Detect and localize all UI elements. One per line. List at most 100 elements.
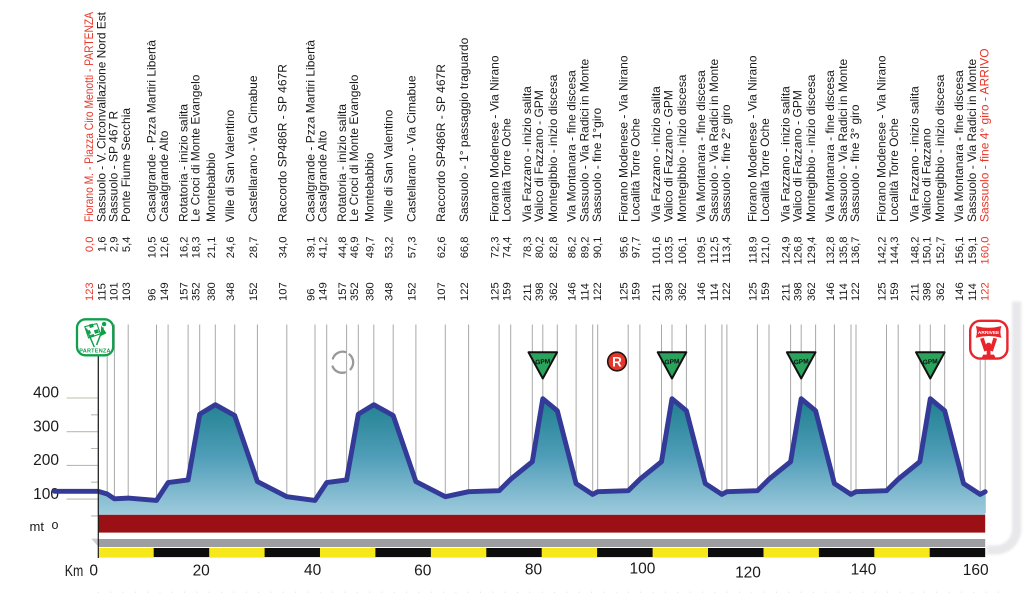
- svg-text:Montegibbio - inizio discesa: Montegibbio - inizio discesa: [804, 74, 818, 222]
- svg-text:Sassuolo - fine 4° giro - ARRI: Sassuolo - fine 4° giro - ARRIVO: [977, 48, 991, 222]
- svg-text:Valico di Fazzano - GPM: Valico di Fazzano - GPM: [791, 90, 805, 222]
- svg-text:398: 398: [922, 282, 934, 301]
- svg-text:103,5: 103,5: [663, 237, 675, 265]
- svg-text:12,6: 12,6: [159, 237, 171, 259]
- svg-text:152: 152: [406, 282, 418, 301]
- svg-text:156,1: 156,1: [954, 237, 966, 265]
- svg-text:362: 362: [677, 282, 689, 301]
- svg-text:5,4: 5,4: [121, 237, 133, 253]
- svg-text:125: 125: [618, 282, 630, 301]
- svg-text:211: 211: [651, 283, 663, 301]
- svg-text:126,8: 126,8: [793, 237, 805, 265]
- svg-text:ARRIVEE: ARRIVEE: [978, 330, 1000, 336]
- svg-text:121,0: 121,0: [760, 237, 772, 265]
- svg-text:62,6: 62,6: [436, 237, 448, 259]
- svg-text:142,2: 142,2: [877, 237, 889, 265]
- svg-text:160: 160: [963, 562, 989, 579]
- svg-text:82,8: 82,8: [548, 237, 560, 259]
- svg-text:Località Torre Oche: Località Torre Oche: [500, 118, 514, 222]
- svg-text:Le Croci di Monte Evangelo: Le Croci di Monte Evangelo: [347, 74, 361, 222]
- svg-text:Fiorano Modenese - Via Nirano: Fiorano Modenese - Via Nirano: [616, 55, 630, 222]
- svg-text:Via Montanara - fine discesa: Via Montanara - fine discesa: [694, 70, 708, 222]
- svg-text:380: 380: [206, 282, 218, 301]
- svg-text:101: 101: [109, 282, 121, 301]
- svg-text:49,7: 49,7: [364, 237, 376, 259]
- svg-text:146: 146: [954, 282, 966, 301]
- svg-text:123: 123: [84, 282, 96, 301]
- svg-text:Sassuolo - Via Radici in Monte: Sassuolo - Via Radici in Monte: [707, 58, 721, 222]
- svg-text:211: 211: [522, 283, 534, 301]
- svg-text:Casalgrande - Pzza Martiri Lib: Casalgrande - Pzza Martiri Libertà: [145, 40, 159, 222]
- svg-text:160,0: 160,0: [979, 237, 991, 265]
- svg-text:Ponte Fiume Secchia: Ponte Fiume Secchia: [119, 108, 133, 222]
- svg-text:129,4: 129,4: [806, 237, 818, 265]
- svg-text:Valico di Fazzano - GPM: Valico di Fazzano - GPM: [661, 90, 675, 222]
- svg-text:152: 152: [248, 282, 260, 301]
- svg-text:211: 211: [909, 283, 921, 301]
- svg-text:96: 96: [305, 289, 317, 301]
- svg-text:46,9: 46,9: [349, 237, 361, 259]
- svg-text:Sassuolo - fine 2° giro: Sassuolo - fine 2° giro: [719, 104, 733, 222]
- svg-text:10,5: 10,5: [147, 237, 159, 259]
- svg-text:90,1: 90,1: [592, 237, 604, 259]
- svg-text:146: 146: [825, 282, 837, 301]
- svg-text:100: 100: [629, 561, 655, 578]
- svg-text:PARTENZA: PARTENZA: [79, 349, 111, 355]
- svg-text:41,2: 41,2: [318, 237, 330, 259]
- svg-text:60: 60: [414, 562, 432, 579]
- svg-text:149: 149: [318, 282, 330, 301]
- svg-text:122: 122: [592, 282, 604, 301]
- svg-text:20: 20: [193, 563, 211, 580]
- svg-text:Sassuolo - V. Circonvallazione: Sassuolo - V. Circonvallazione Nord Est: [94, 11, 108, 222]
- svg-text:89,2: 89,2: [580, 237, 592, 259]
- svg-text:120: 120: [735, 565, 761, 582]
- svg-text:40: 40: [304, 562, 322, 579]
- svg-text:mt: mt: [30, 519, 45, 534]
- svg-text:Km: Km: [65, 563, 84, 580]
- svg-text:Fiorano Modenese - Via Nirano: Fiorano Modenese - Via Nirano: [746, 55, 760, 222]
- svg-text:Località Torre Oche: Località Torre Oche: [887, 118, 901, 222]
- svg-text:Montegibbio - inizio discesa: Montegibbio - inizio discesa: [933, 74, 947, 222]
- svg-text:Raccordo SP486R - SP 467R: Raccordo SP486R - SP 467R: [275, 64, 289, 222]
- svg-text:21,1: 21,1: [206, 237, 218, 259]
- svg-text:80: 80: [525, 562, 543, 579]
- svg-text:109,5: 109,5: [696, 237, 708, 265]
- svg-text:Casalgrande Alto: Casalgrande Alto: [316, 130, 330, 222]
- svg-text:Via Fazzano - inizio salita: Via Fazzano - inizio salita: [778, 86, 792, 222]
- svg-text:Via Fazzano - inizio salita: Via Fazzano - inizio salita: [520, 86, 534, 222]
- svg-text:157: 157: [337, 282, 349, 301]
- svg-text:348: 348: [225, 282, 237, 301]
- svg-text:398: 398: [663, 282, 675, 301]
- svg-text:159: 159: [502, 282, 514, 301]
- svg-text:Castellarano - Via Cimabue: Castellarano - Via Cimabue: [404, 75, 418, 222]
- svg-text:Rotatoria - inizio salita: Rotatoria - inizio salita: [176, 104, 190, 222]
- svg-text:86,2: 86,2: [567, 237, 579, 259]
- svg-text:Sassuolo - Via Radici in Monte: Sassuolo - Via Radici in Monte: [965, 58, 979, 222]
- svg-text:Sassuolo - Via Radici in Monte: Sassuolo - Via Radici in Monte: [578, 58, 592, 222]
- svg-text:Rotatoria - inizio salita: Rotatoria - inizio salita: [335, 104, 349, 222]
- svg-text:28,7: 28,7: [248, 237, 260, 259]
- svg-text:2,9: 2,9: [109, 237, 121, 253]
- svg-text:Fiorano M. - Piazza Ciro Menot: Fiorano M. - Piazza Ciro Menotti - PARTE…: [82, 12, 96, 222]
- svg-text:398: 398: [534, 282, 546, 301]
- svg-text:144,3: 144,3: [889, 237, 901, 265]
- svg-text:100: 100: [33, 486, 59, 503]
- svg-text:159: 159: [631, 282, 643, 301]
- svg-text:Ville di San Valentino: Ville di San Valentino: [382, 109, 396, 222]
- svg-text:107: 107: [277, 282, 289, 301]
- svg-text:Valico di Fazzano - GPM: Valico di Fazzano - GPM: [532, 90, 546, 222]
- svg-text:132,8: 132,8: [825, 237, 837, 265]
- svg-text:18,3: 18,3: [191, 237, 203, 259]
- svg-text:136,7: 136,7: [850, 237, 862, 265]
- svg-text:78,3: 78,3: [522, 237, 534, 259]
- svg-text:Casalgrande Alto: Casalgrande Alto: [157, 130, 171, 222]
- svg-text:362: 362: [548, 282, 560, 301]
- svg-text:66,8: 66,8: [459, 237, 471, 259]
- svg-text:124,9: 124,9: [780, 237, 792, 265]
- svg-text:Montegibbio - inizio discesa: Montegibbio - inizio discesa: [675, 74, 689, 222]
- svg-text:34,0: 34,0: [277, 237, 289, 259]
- svg-text:122: 122: [721, 282, 733, 301]
- svg-text:114: 114: [838, 283, 850, 301]
- svg-text:118,9: 118,9: [748, 237, 760, 264]
- svg-text:211: 211: [780, 283, 792, 301]
